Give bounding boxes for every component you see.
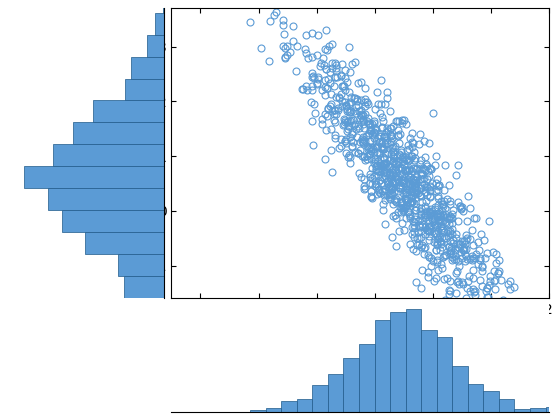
Bar — [162, 0, 164, 13]
Bar — [62, 210, 164, 232]
Bar — [545, 407, 560, 412]
Bar — [530, 409, 545, 412]
Bar — [53, 144, 164, 166]
Bar — [147, 34, 164, 57]
Bar — [157, 320, 164, 342]
Bar — [250, 410, 266, 412]
Bar — [118, 255, 164, 276]
Bar — [162, 386, 164, 408]
Bar — [266, 408, 281, 412]
Bar — [93, 100, 164, 123]
Bar — [132, 57, 164, 79]
Bar — [73, 123, 164, 144]
Bar — [515, 409, 530, 412]
Bar — [468, 383, 483, 412]
Bar — [390, 312, 405, 412]
Bar — [124, 276, 164, 298]
Bar — [312, 385, 328, 412]
Bar — [24, 166, 164, 189]
Bar — [359, 344, 375, 412]
Bar — [281, 402, 297, 412]
Bar — [328, 374, 343, 412]
Bar — [156, 342, 164, 364]
Bar — [297, 399, 312, 412]
Bar — [48, 189, 164, 210]
Bar — [155, 13, 164, 34]
Bar — [437, 337, 452, 412]
Bar — [421, 330, 437, 412]
X-axis label: x1: x1 — [352, 323, 368, 337]
Bar — [405, 310, 421, 412]
Bar — [149, 298, 164, 320]
Bar — [85, 232, 164, 255]
Bar — [375, 320, 390, 412]
Bar — [452, 366, 468, 412]
Bar — [343, 358, 359, 412]
Bar — [483, 391, 499, 412]
Y-axis label: x2: x2 — [127, 145, 141, 162]
Bar — [125, 79, 164, 100]
Bar — [499, 399, 515, 412]
